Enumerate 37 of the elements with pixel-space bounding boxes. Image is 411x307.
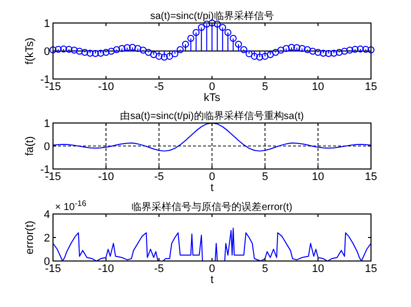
x-axis-title: t bbox=[210, 274, 214, 286]
x-tick-label: 5 bbox=[262, 81, 268, 93]
line-series bbox=[52, 122, 372, 152]
x-tick-label: 15 bbox=[364, 171, 378, 183]
y-tick-label: 4 bbox=[44, 209, 50, 221]
x-tick-label: -10 bbox=[98, 81, 114, 93]
y-tick-label: 2 bbox=[44, 232, 50, 244]
text: × 10$^{-16}$ bbox=[55, 198, 87, 213]
chart-title: 临界采样信号与原信号的误差error(t) bbox=[132, 201, 292, 213]
x-tick-label: -5 bbox=[154, 171, 164, 183]
x-tick-label: 10 bbox=[312, 81, 324, 93]
x-tick-label: -10 bbox=[98, 171, 114, 183]
x-tick-label: -5 bbox=[154, 263, 164, 275]
x-tick-label: 15 bbox=[364, 81, 378, 93]
x-tick-label: 10 bbox=[312, 171, 324, 183]
y-axis-title: fa(t) bbox=[24, 136, 36, 156]
x-axis-title: kTs bbox=[204, 92, 221, 104]
chart-title: 由sa(t)=sinc(t/pi)的临界采样信号重构sa(t) bbox=[120, 110, 304, 122]
y-tick-label: 0 bbox=[44, 141, 50, 153]
y-axis-title: error(t) bbox=[24, 220, 36, 254]
y-tick-label: 0 bbox=[44, 46, 50, 58]
chart-title: sa(t)=sinc(t/pi)临界采样信号 bbox=[150, 10, 274, 22]
x-tick-label: 5 bbox=[262, 263, 268, 275]
x-tick-label: 15 bbox=[364, 263, 378, 275]
y-tick-label: 1 bbox=[44, 18, 50, 30]
x-tick-label: -15 bbox=[45, 263, 61, 275]
x-tick-label: 5 bbox=[262, 171, 268, 183]
line-series bbox=[52, 228, 372, 262]
x-tick-label: 0 bbox=[208, 263, 216, 275]
x-axis-title: t bbox=[210, 182, 214, 194]
y-axis-title: f(kTs) bbox=[24, 38, 36, 64]
x-tick-label: 0 bbox=[208, 81, 216, 93]
x-tick-label: -10 bbox=[98, 263, 114, 275]
x-tick-label: -5 bbox=[154, 81, 164, 93]
x-tick-label: 0 bbox=[208, 171, 216, 183]
x-tick-label: 10 bbox=[312, 263, 324, 275]
y-tick-label: 1 bbox=[44, 118, 50, 130]
